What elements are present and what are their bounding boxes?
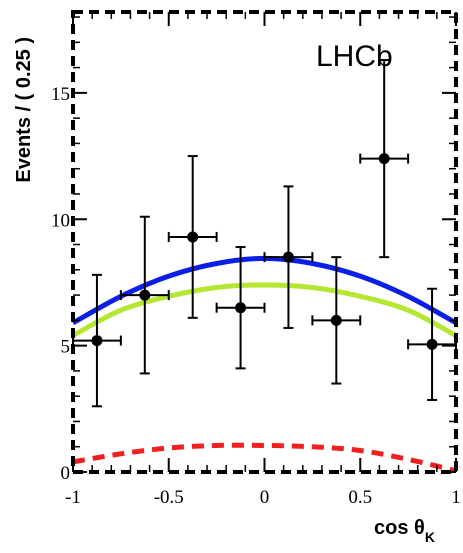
x-axis-ticks: -1 -0.5 0 0.5 1 xyxy=(65,12,461,508)
plot-frame xyxy=(71,10,458,474)
data-marker xyxy=(282,251,294,263)
y-tick-label: 15 xyxy=(51,84,70,105)
x-tick-label: 1 xyxy=(451,487,461,508)
fit-curve-3 xyxy=(72,442,457,474)
x-tick-label: 0 xyxy=(260,487,270,508)
y-axis-title: Events / ( 0.25 ) xyxy=(13,37,35,183)
y-tick-label: 0 xyxy=(61,463,71,484)
data-point xyxy=(359,59,410,259)
data-marker xyxy=(235,302,247,314)
x-tick-label: 0.5 xyxy=(348,487,372,508)
data-point xyxy=(263,185,314,329)
fit-curve-2 xyxy=(71,282,458,338)
data-points xyxy=(72,59,457,408)
data-marker xyxy=(91,335,103,347)
data-point xyxy=(119,215,170,375)
x-tick-label: -1 xyxy=(65,487,81,508)
data-marker xyxy=(426,338,438,350)
y-tick-label: 5 xyxy=(61,337,71,358)
x-tick-label: -0.5 xyxy=(154,487,184,508)
data-marker xyxy=(330,314,342,326)
data-point xyxy=(311,256,362,385)
data-point xyxy=(215,246,266,370)
x-axis-title-text: cos θ xyxy=(374,517,425,539)
data-marker xyxy=(187,231,199,243)
x-axis-title: cos θK xyxy=(374,517,435,545)
data-point xyxy=(407,287,457,401)
y-axis-ticks: 0 5 10 15 xyxy=(51,16,456,484)
data-marker xyxy=(378,153,390,165)
x-axis-title-subscript: K xyxy=(425,529,435,545)
data-point xyxy=(167,155,218,319)
y-tick-label: 10 xyxy=(51,210,70,231)
lhcb-label: LHCb xyxy=(316,40,393,73)
data-marker xyxy=(139,289,151,301)
data-point xyxy=(72,273,122,408)
